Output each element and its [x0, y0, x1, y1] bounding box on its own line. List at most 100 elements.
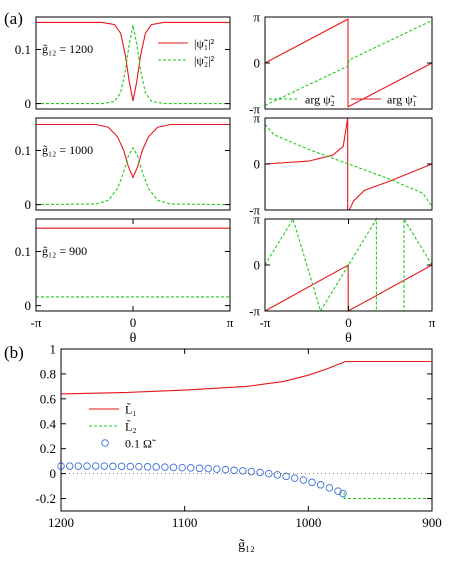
plots: 0 0.1 g̃₁₂ = 1200 |ψ̃₁|² |ψ̃₂|² -π 0 π arg ψ̃₂ ar… [15, 10, 442, 554]
chart-a-phase-1200: -π 0 π arg ψ̃₂ arg ψ̃₁ [249, 10, 433, 117]
x-tick-label: 0 [130, 315, 137, 330]
data-point [339, 489, 347, 498]
data-point [195, 464, 204, 473]
coupling-annotation: g̃₁₂ = 1200 [42, 42, 93, 56]
series-a-density-1200-1 [36, 24, 230, 105]
y-tick-label: 0 [25, 298, 32, 313]
data-point [325, 484, 334, 492]
plot-frame [35, 117, 231, 211]
series-a-density-1000-0 [36, 123, 230, 179]
x-tick-label: 1100 [172, 515, 198, 530]
data-point [221, 465, 230, 474]
data-point [204, 464, 212, 473]
y-tick-label: π [253, 111, 260, 126]
x-tick-label: π [227, 315, 234, 330]
y-tick-label: 0 [254, 157, 261, 172]
data-point [230, 466, 238, 475]
y-tick-label: 0.1 [15, 42, 31, 57]
series-a-phase-1000-1 [264, 124, 433, 207]
data-point [178, 463, 186, 472]
y-tick-label: -π [249, 304, 260, 319]
data-point [126, 462, 135, 471]
data-point [91, 462, 100, 470]
x-axis-label: θ [345, 331, 352, 346]
data-point [74, 462, 83, 470]
data-point [265, 469, 273, 478]
y-tick-label: 0.8 [40, 366, 56, 381]
data-point [290, 474, 299, 482]
data-point [256, 468, 264, 477]
y-tick-label: 0 [25, 96, 32, 111]
series-a-phase-1000-0 [264, 117, 433, 211]
series-a-phase-1200-1 [264, 20, 433, 106]
legend-label: 0.1 Ω̃ [125, 437, 156, 451]
data-point [316, 481, 325, 489]
y-tick-label: 0.2 [40, 441, 56, 456]
chart-a-phase-900: -π 0 π -π 0 π θ [249, 212, 436, 347]
chart-a-density-1200: 0 0.1 g̃₁₂ = 1200 |ψ̃₁|² |ψ̃₂|² [15, 16, 231, 111]
y-tick-label: 0.1 [15, 244, 31, 259]
legend-label: arg ψ̃₁ [387, 93, 417, 107]
plot-frame [35, 16, 231, 110]
data-point [117, 462, 126, 471]
y-tick-label: 0 [254, 258, 261, 273]
data-point [282, 472, 290, 481]
panel-a-label: (a) [4, 9, 23, 28]
series-a-density-1200-0 [36, 21, 230, 102]
data-point [100, 462, 109, 470]
data-point [161, 463, 169, 471]
panel-b-label: (b) [4, 343, 24, 362]
plot-frame [264, 117, 433, 211]
coupling-annotation: g̃₁₂ = 1000 [42, 143, 93, 157]
legend-label: |ψ̃₁|² [194, 37, 215, 51]
legend-label: L̃₁ [125, 402, 137, 416]
data-point [299, 476, 308, 484]
x-tick-label: -π [260, 315, 271, 330]
chart-b-angular-momentum: -0.2 0 0.2 0.4 0.6 0.8 1 1200 1100 1000 900 g̃₁₂ L̃₁… [35, 342, 441, 554]
data-point [83, 462, 91, 470]
x-tick-label: π [429, 315, 436, 330]
series-a-density-1000-1 [35, 146, 231, 206]
data-point [247, 467, 256, 476]
y-tick-label: 1 [50, 342, 57, 357]
x-axis-label: θ [130, 331, 137, 346]
y-tick-label: 0 [254, 56, 261, 71]
y-tick-label: -π [249, 203, 260, 218]
data-point [65, 462, 74, 470]
data-point [109, 462, 117, 471]
data-point [187, 464, 195, 472]
legend-label: |ψ̃₂|² [194, 54, 215, 68]
series-b-angular-momentum-0 [60, 360, 432, 395]
y-tick-label: π [253, 212, 260, 227]
legend-label: L̃₂ [125, 419, 137, 433]
y-tick-label: 0.6 [40, 391, 57, 406]
chart-a-phase-1000: -π 0 π [249, 111, 433, 218]
x-tick-label: 0 [345, 315, 352, 330]
series-b-angular-momentum-1 [343, 492, 432, 500]
chart-a-density-900: 0 0.1 -π 0 π θ g̃₁₂ = 900 [15, 218, 234, 346]
data-point [213, 465, 221, 473]
x-tick-label: 1200 [48, 515, 74, 530]
plot-frame [60, 348, 433, 512]
y-tick-label: -π [249, 102, 260, 117]
data-point [135, 462, 143, 471]
x-tick-label: -π [31, 315, 42, 330]
legend-label: arg ψ̃₂ [305, 93, 335, 107]
data-point [169, 463, 178, 472]
data-point [273, 471, 282, 479]
y-tick-label: 0.4 [40, 416, 57, 431]
y-tick-label: 0 [50, 466, 57, 481]
data-point [143, 463, 152, 471]
x-tick-label: 900 [422, 515, 442, 530]
x-axis-label: g̃₁₂ [238, 538, 255, 553]
chart-a-density-1000: 0 0.1 g̃₁₂ = 1000 [15, 117, 231, 212]
data-point [239, 467, 247, 475]
y-tick-label: 0 [25, 197, 32, 212]
y-tick-label: 0.1 [15, 143, 31, 158]
legend-marker [101, 439, 109, 447]
data-point [308, 478, 316, 487]
coupling-annotation: g̃₁₂ = 900 [42, 244, 87, 258]
x-tick-label: 1000 [295, 515, 321, 530]
data-point [152, 463, 160, 471]
